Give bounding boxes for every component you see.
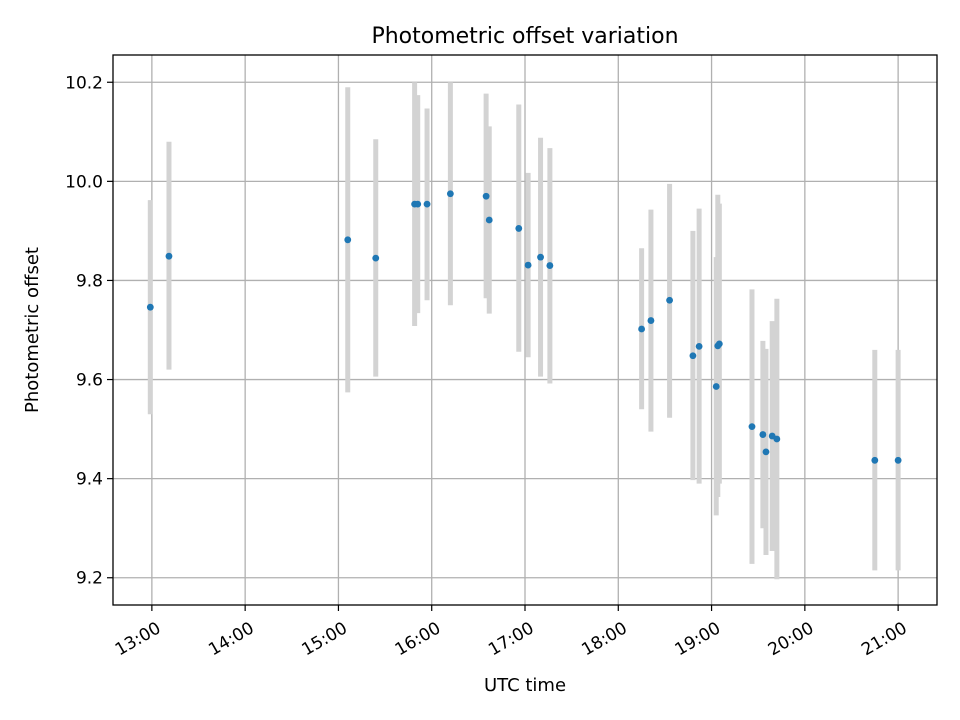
y-tick-label: 9.4 [76, 470, 103, 490]
y-tick-label: 10.2 [65, 73, 103, 93]
data-point [712, 383, 720, 390]
data-point [446, 190, 454, 198]
data-point [423, 200, 431, 208]
data-point [647, 317, 655, 324]
y-tick-label: 10.0 [65, 172, 103, 192]
x-tick-label: 21:00 [858, 618, 910, 660]
data-point [524, 261, 532, 269]
errorbars [147, 82, 901, 580]
data-point [748, 423, 756, 431]
x-tick-label: 15:00 [298, 618, 350, 660]
data-point [344, 236, 352, 244]
data-point [515, 225, 523, 232]
data-point [485, 216, 493, 224]
data-point [165, 252, 173, 260]
x-tick-label: 19:00 [672, 618, 724, 660]
x-axis: 13:00 14:00 15:00 16:00 17:00 18:00 19:00 20:00… [112, 605, 911, 660]
chart-title: Photometric offset variation [371, 24, 678, 49]
x-tick-label: 18:00 [578, 618, 630, 660]
data-point [482, 192, 490, 200]
data-point [546, 262, 554, 269]
data-point [689, 352, 697, 360]
data-point [146, 303, 154, 311]
x-tick-label: 13:00 [112, 618, 164, 660]
data-point [695, 342, 703, 350]
data-point [894, 456, 902, 464]
x-tick-label: 16:00 [392, 618, 444, 660]
data-point [715, 340, 723, 348]
data-point [638, 325, 646, 333]
y-tick-label: 9.8 [76, 271, 103, 291]
data-point [666, 296, 673, 304]
data-point [871, 456, 879, 464]
grid [113, 55, 937, 605]
data-point [372, 254, 380, 262]
data-point [762, 448, 770, 456]
data-point [759, 431, 767, 438]
x-axis-label: UTC time [484, 675, 566, 696]
data-points [146, 190, 902, 464]
x-tick-label: 17:00 [485, 618, 537, 660]
data-point [537, 253, 544, 261]
data-point [414, 200, 422, 208]
y-tick-label: 9.6 [76, 371, 103, 391]
x-tick-label: 20:00 [765, 618, 817, 660]
y-tick-label: 9.2 [76, 569, 103, 589]
x-tick-label: 14:00 [205, 618, 257, 660]
data-point [773, 435, 781, 443]
y-axis: 9.2 9.4 9.6 9.8 10.0 10.2 [65, 73, 113, 589]
y-axis-label: Photometric offset [22, 247, 43, 413]
